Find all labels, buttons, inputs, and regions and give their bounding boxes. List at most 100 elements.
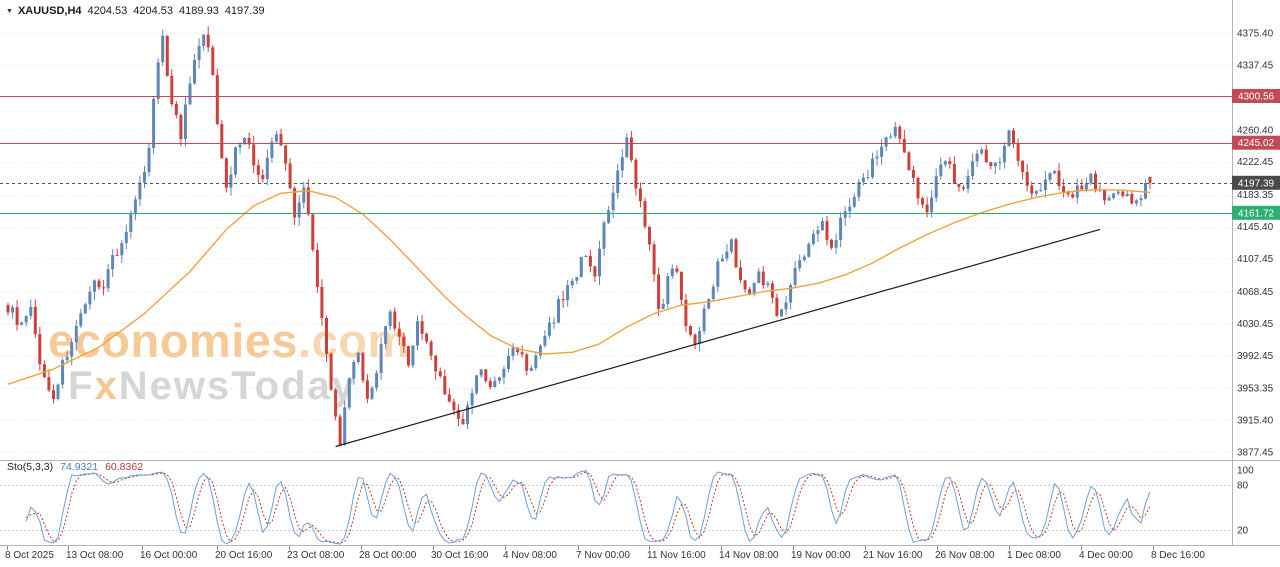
ascending-trendline[interactable] [335,228,1101,448]
date-tick-label[interactable]: 19 Nov 00:00 [791,550,851,561]
candle [1139,194,1143,207]
candle [834,233,838,254]
sto-tick-label: 20 [1237,526,1249,537]
date-tick-label[interactable]: 21 Nov 16:00 [863,550,923,561]
candle [42,360,46,379]
candle [916,176,920,205]
candle [475,374,479,395]
candle [488,377,492,390]
date-tick-label[interactable]: 16 Oct 00:00 [140,550,198,561]
price-level-badge [1232,135,1280,150]
candle [261,169,265,183]
candle [1148,176,1152,190]
candle [1071,191,1075,199]
candle [848,198,852,218]
candle [47,369,51,392]
candle [174,101,178,119]
candle [193,53,196,85]
candle [889,133,893,139]
candle [1130,190,1134,205]
moving-average-line[interactable] [7,189,1151,385]
stochastic-main-line [25,470,1151,545]
date-tick-label[interactable]: 11 Nov 16:00 [647,550,706,561]
candle [1112,192,1116,200]
candle [520,345,524,358]
candle [170,69,174,107]
candle [1057,163,1061,190]
candle [11,304,15,319]
price-tick-label: 4145.40 [1237,222,1274,233]
date-tick-label[interactable]: 30 Oct 16:00 [431,550,489,561]
date-tick-label[interactable]: 7 Nov 00:00 [576,550,630,561]
date-tick-label[interactable]: 14 Nov 08:00 [719,550,779,561]
candle [839,212,843,248]
candle [329,352,333,392]
candle [411,345,415,368]
candle [343,400,347,446]
candle [347,377,351,410]
candle [1134,199,1138,207]
stochastic-d-value: 60.8362 [105,461,144,473]
candle [106,263,110,292]
price-tick-label: 4222.45 [1237,157,1274,168]
date-tick-label[interactable]: 1 Dec 08:00 [1007,550,1061,561]
candle [820,217,824,231]
candle [1107,195,1111,201]
candle [52,384,55,404]
candle [725,243,729,262]
date-tick-label[interactable]: 23 Oct 08:00 [287,550,345,561]
stochastic-indicator-label: Sto(5,3,3) 74.9321 60.8362 [7,461,143,473]
date-tick-label[interactable]: 26 Nov 08:00 [935,550,995,561]
candle [311,213,315,252]
date-tick-label[interactable]: 28 Oct 00:00 [359,550,417,561]
candle [971,153,975,181]
candle [802,254,806,262]
price-tick-label: 4183.35 [1237,190,1274,201]
candle [1125,191,1129,197]
watermark-subbrand: FxNewsToday [48,365,410,407]
candle [770,280,774,304]
candle [161,29,165,66]
candle [743,280,747,293]
date-tick-label[interactable]: 20 Oct 16:00 [215,550,273,561]
candle [557,295,560,324]
candle [502,366,506,385]
date-tick-label[interactable]: 13 Oct 08:00 [66,550,124,561]
candle [115,248,119,257]
candle [784,295,788,315]
candle [843,206,847,227]
candle [493,376,497,388]
price-level-badge-label: 4245.02 [1238,138,1275,149]
watermark-brand-text: economies [48,314,299,367]
date-tick-label[interactable]: 8 Dec 16:00 [1151,550,1205,561]
date-tick-label[interactable]: 4 Nov 08:00 [503,550,557,561]
candle [811,230,815,246]
candle [1012,127,1015,148]
candle [375,370,379,391]
candle [625,133,629,158]
candle [484,369,488,384]
candle [79,309,83,329]
candle [1030,181,1034,199]
price-tick-label: 4337.45 [1237,60,1274,71]
candle [866,169,870,180]
date-tick-label[interactable]: 4 Dec 00:00 [1079,550,1133,561]
candle [943,159,947,167]
candle [793,260,797,288]
candle [980,147,984,155]
candle [425,332,429,345]
candle [907,151,911,171]
candle [607,206,611,224]
candle [224,157,228,193]
price-tick-label: 4260.40 [1237,125,1274,136]
candle [406,345,410,368]
symbol-dropdown-icon[interactable]: ▼ [6,7,13,15]
candle [661,298,665,310]
candle [611,185,615,219]
candle [702,304,706,335]
candle [902,130,906,153]
candle [466,401,469,429]
candle [188,76,192,105]
date-tick-label[interactable]: 8 Oct 2025 [5,550,54,561]
